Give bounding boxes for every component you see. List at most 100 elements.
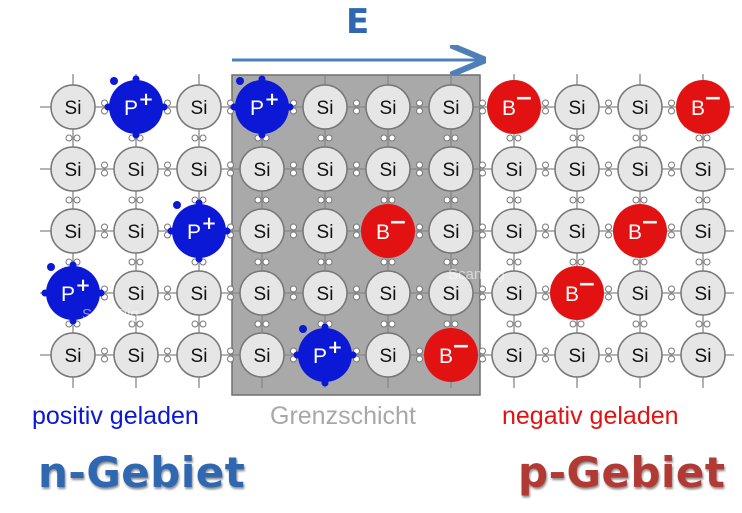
boron-acceptor-ion [487, 80, 541, 134]
silicon-atom [50, 208, 96, 254]
valence-electron [506, 320, 514, 328]
valence-electron [227, 285, 234, 293]
atom-label: Si [380, 346, 397, 367]
ion-label: P [187, 221, 201, 244]
atom-label: Si [443, 222, 460, 243]
ion-label: B [565, 283, 579, 306]
valence-electron [605, 161, 612, 169]
valence-electron [695, 320, 703, 328]
valence-electron [640, 258, 648, 266]
n-side-caption: positiv geladen [32, 402, 199, 430]
valence-electron [632, 258, 640, 266]
valence-electron [514, 320, 522, 328]
valence-electron [443, 258, 451, 266]
valence-electron [325, 196, 333, 204]
atom-label: Si [443, 160, 460, 181]
valence-electron [227, 169, 234, 177]
silicon-atom [176, 84, 222, 130]
valence-electron [703, 196, 711, 204]
electron-dot [230, 103, 238, 111]
silicon-atom [617, 332, 663, 378]
atom-label: Si [695, 284, 712, 305]
ion-charge-sign: + [75, 275, 90, 296]
valence-electron [577, 134, 585, 142]
valence-electron [605, 285, 612, 293]
phosphorus-donor-ion [172, 204, 226, 258]
silicon-atom [491, 332, 537, 378]
valence-electron [451, 196, 459, 204]
silicon-atom [428, 270, 474, 316]
valence-electron [380, 258, 388, 266]
valence-electron [668, 293, 675, 301]
valence-electron [479, 107, 486, 115]
silicon-atom [113, 332, 159, 378]
valence-electron [164, 347, 171, 355]
valence-electron [164, 169, 171, 177]
silicon-atom [365, 270, 411, 316]
valence-electron [227, 293, 234, 301]
valence-electron [632, 320, 640, 328]
valence-electron [542, 161, 549, 169]
silicon-atom [302, 208, 348, 254]
atom-label: Si [191, 160, 208, 181]
atom-label: Si [569, 222, 586, 243]
valence-electron [443, 320, 451, 328]
valence-electron [640, 320, 648, 328]
free-electron [299, 325, 307, 333]
ion-label: B [628, 221, 642, 244]
atom-label: Si [632, 346, 649, 367]
valence-electron [164, 293, 171, 301]
valence-electron [605, 107, 612, 115]
atom-label: Si [191, 284, 208, 305]
ion-charge-sign: + [201, 213, 216, 234]
valence-electron [640, 196, 648, 204]
valence-electron [65, 196, 73, 204]
valence-electron [542, 223, 549, 231]
electron-dot [104, 103, 112, 111]
silicon-atom [50, 146, 96, 192]
valence-electron [325, 258, 333, 266]
valence-electron [514, 258, 522, 266]
atom-label: Si [317, 160, 334, 181]
atom-label: Si [695, 346, 712, 367]
silicon-atom [302, 84, 348, 130]
silicon-atom [680, 208, 726, 254]
p-region-title: p-Gebiet [518, 448, 726, 497]
silicon-atom [239, 146, 285, 192]
valence-electron [577, 258, 585, 266]
valence-electron [317, 134, 325, 142]
valence-electron [605, 231, 612, 239]
atom-label: Si [254, 346, 271, 367]
electron-dot [258, 75, 266, 83]
atom-label: Si [254, 160, 271, 181]
valence-electron [353, 285, 360, 293]
ion-label: B [376, 221, 390, 244]
silicon-atom [113, 208, 159, 254]
valence-electron [388, 320, 396, 328]
boron-acceptor-ion [424, 328, 478, 382]
electron-dot [195, 199, 203, 207]
valence-electron [380, 134, 388, 142]
valence-electron [695, 258, 703, 266]
silicon-atom [239, 332, 285, 378]
valence-electron [703, 258, 711, 266]
ion-label: P [61, 283, 75, 306]
valence-electron [605, 355, 612, 363]
phosphorus-donor-ion [46, 266, 100, 320]
atom-label: Si [128, 222, 145, 243]
valence-electron [668, 355, 675, 363]
silicon-atom [680, 270, 726, 316]
valence-electron [73, 196, 81, 204]
electron-dot [69, 317, 77, 325]
ion-label: B [502, 97, 516, 120]
boron-acceptor-ion [361, 204, 415, 258]
valence-electron [479, 223, 486, 231]
valence-electron [506, 258, 514, 266]
valence-electron [199, 134, 207, 142]
valence-electron [506, 196, 514, 204]
electric-field-label: E [346, 2, 370, 42]
valence-electron [569, 196, 577, 204]
valence-electron [416, 223, 423, 231]
electron-dot [321, 323, 329, 331]
electron-dot [160, 103, 168, 111]
